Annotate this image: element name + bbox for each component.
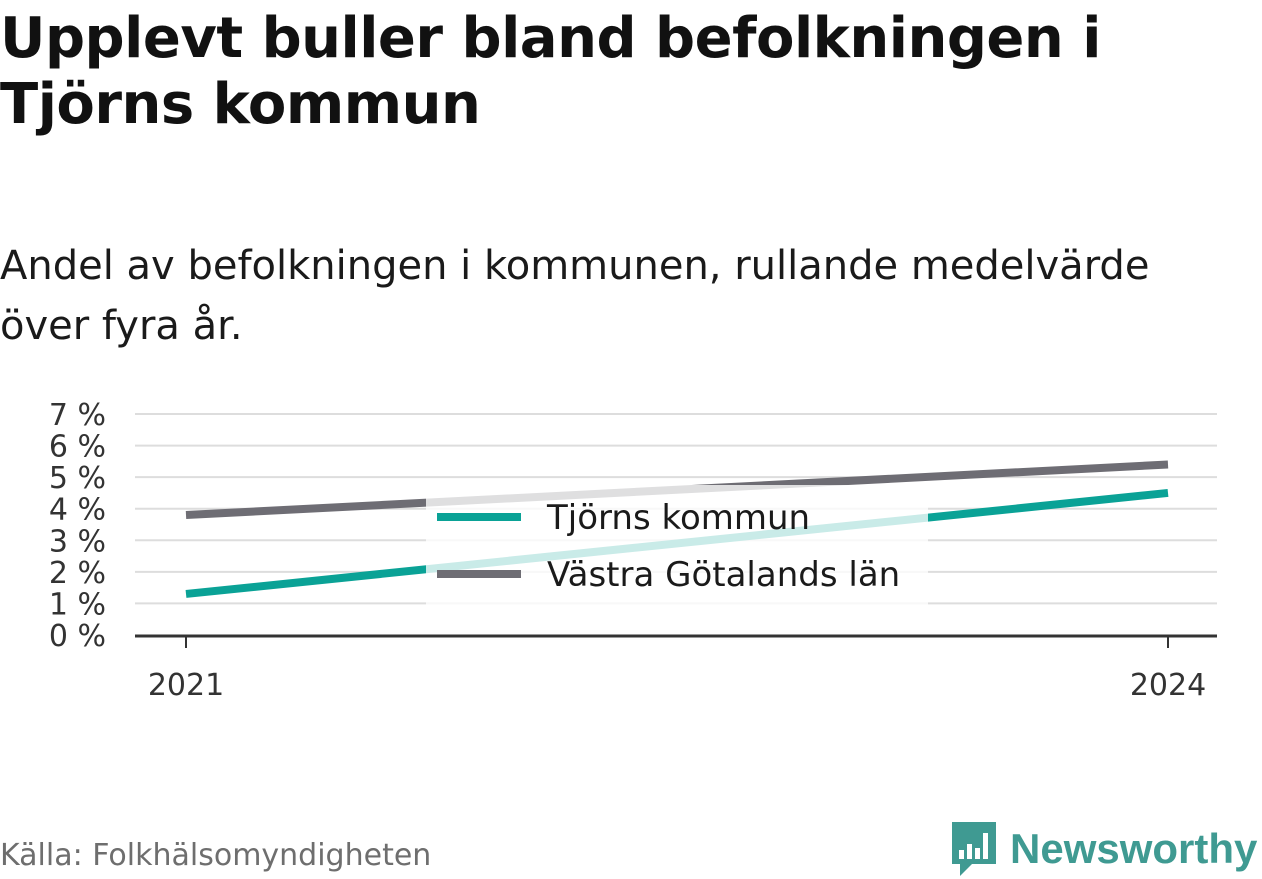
brand-name: Newsworthy bbox=[1010, 825, 1258, 872]
y-tick-label: 2 % bbox=[49, 556, 106, 591]
x-tick-label: 2021 bbox=[148, 668, 224, 703]
y-tick-label: 1 % bbox=[49, 587, 106, 622]
legend-label: Västra Götalands län bbox=[547, 555, 900, 595]
legend-box bbox=[426, 485, 928, 605]
y-tick-label: 3 % bbox=[49, 524, 106, 559]
y-tick-label: 6 % bbox=[49, 430, 106, 465]
chart-subtitle: Andel av befolkningen i kommunen, rullan… bbox=[0, 243, 1150, 349]
x-axis: 2021 2024 bbox=[135, 634, 1217, 703]
y-tick-label: 0 % bbox=[49, 619, 106, 654]
newsworthy-chart-icon bbox=[952, 822, 996, 876]
source-note: Källa: Folkhälsomyndigheten bbox=[0, 838, 432, 873]
legend-label: Tjörns kommun bbox=[546, 498, 810, 538]
legend: Tjörns kommun Västra Götalands län bbox=[426, 485, 928, 605]
y-axis-tick-labels: 0 %1 %2 %3 %4 %5 %6 %7 % bbox=[49, 398, 106, 654]
y-tick-label: 7 % bbox=[49, 398, 106, 433]
y-tick-label: 5 % bbox=[49, 461, 106, 496]
chart-title: Upplevt buller bland befolkningen i Tjör… bbox=[0, 6, 1101, 137]
x-tick-label: 2024 bbox=[1130, 668, 1206, 703]
y-tick-label: 4 % bbox=[49, 493, 106, 528]
newsworthy-logo: Newsworthy bbox=[950, 820, 1257, 878]
line-chart: 0 %1 %2 %3 %4 %5 %6 %7 % Tjörns kommun Vä… bbox=[49, 398, 1217, 703]
